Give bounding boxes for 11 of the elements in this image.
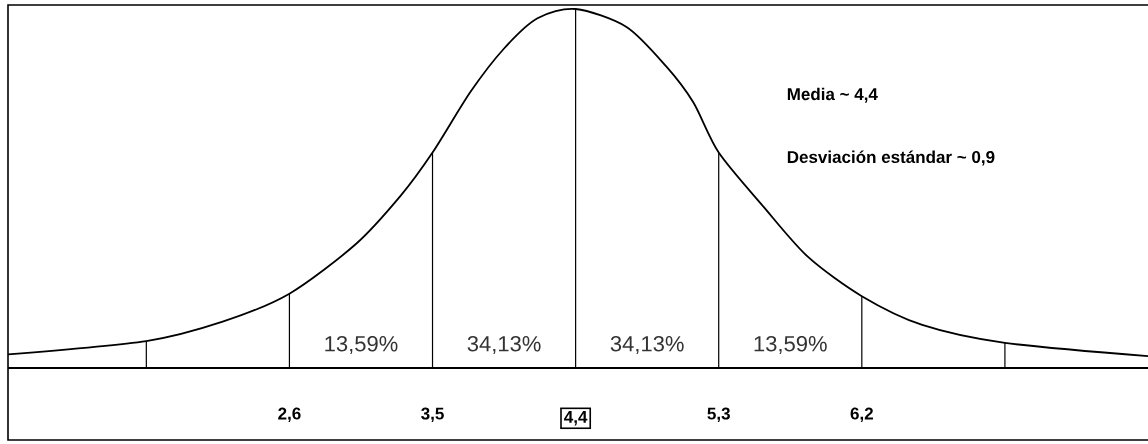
x-tick-label: 4,4 bbox=[564, 411, 588, 426]
x-tick-label: 2,6 bbox=[278, 407, 301, 423]
annotation: 13,59% bbox=[754, 335, 827, 355]
annotation: 13,59% bbox=[325, 335, 398, 355]
x-tick-label: 5,3 bbox=[707, 407, 730, 423]
annotation: Desviación estándar ~ 0,9 bbox=[787, 150, 995, 166]
x-tick-label: 3,5 bbox=[421, 407, 444, 423]
annotation: 34,13% bbox=[467, 335, 541, 355]
annotation: Media ~ 4,4 bbox=[787, 87, 878, 103]
annotation: 34,13% bbox=[610, 335, 684, 355]
x-tick-label: 6,2 bbox=[850, 407, 873, 423]
